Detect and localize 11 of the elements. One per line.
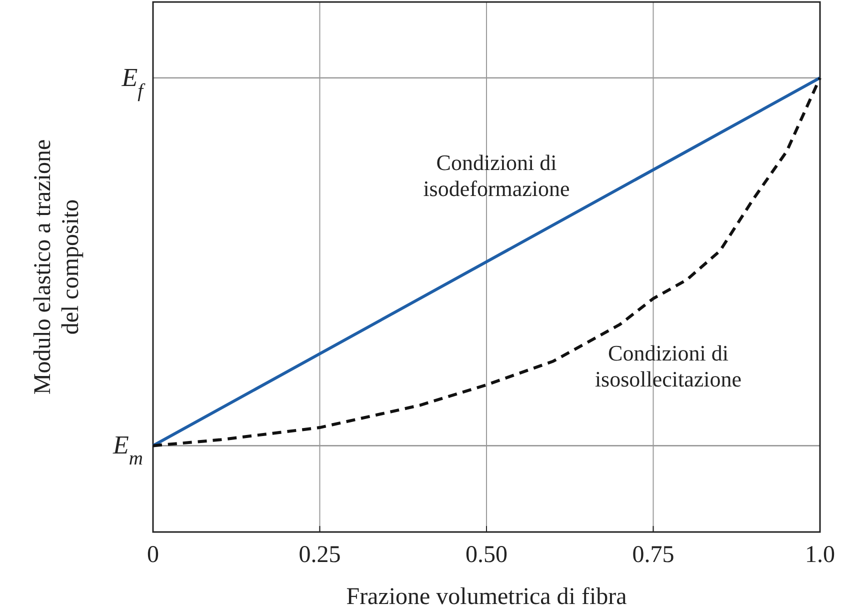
x-tick-label: 0.75 xyxy=(632,542,674,568)
x-tick-label: 0.50 xyxy=(466,542,508,568)
series-label: Condizioni di isosollecitazione xyxy=(594,340,742,392)
ref-line-label: E$_{m}$ xyxy=(112,430,143,470)
x-tick-label: 0.25 xyxy=(298,542,341,568)
x-tick-label: 1.0 xyxy=(805,542,835,568)
x-tick-label: 0 xyxy=(147,542,159,568)
x-axis-title: Frazione volumetrica di fibra xyxy=(346,584,628,610)
ref-line-label: E$_{f}$ xyxy=(120,62,146,102)
series-label: Condizioni di isodeformazione xyxy=(423,150,570,201)
y-axis-title: Modulo elastico a trazione del composito xyxy=(30,139,84,395)
